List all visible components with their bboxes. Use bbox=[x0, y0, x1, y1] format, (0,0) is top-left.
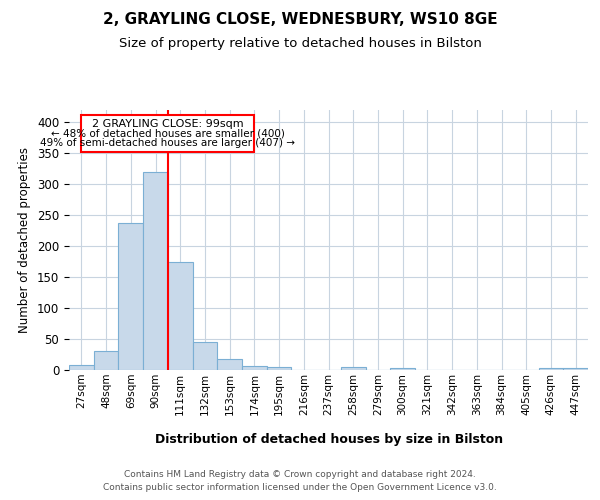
Bar bbox=[267, 367, 292, 370]
Bar bbox=[69, 365, 94, 370]
Text: Contains HM Land Registry data © Crown copyright and database right 2024.: Contains HM Land Registry data © Crown c… bbox=[124, 470, 476, 479]
Text: 2 GRAYLING CLOSE: 99sqm: 2 GRAYLING CLOSE: 99sqm bbox=[92, 118, 244, 128]
Bar bbox=[118, 224, 143, 370]
Bar bbox=[539, 368, 563, 370]
Bar bbox=[341, 367, 365, 370]
Y-axis label: Number of detached properties: Number of detached properties bbox=[19, 147, 31, 333]
Bar bbox=[217, 360, 242, 370]
Text: 2, GRAYLING CLOSE, WEDNESBURY, WS10 8GE: 2, GRAYLING CLOSE, WEDNESBURY, WS10 8GE bbox=[103, 12, 497, 28]
Bar bbox=[193, 342, 217, 370]
Bar bbox=[242, 366, 267, 370]
Bar bbox=[390, 368, 415, 370]
Text: 49% of semi-detached houses are larger (407) →: 49% of semi-detached houses are larger (… bbox=[40, 138, 295, 148]
Bar bbox=[168, 262, 193, 370]
Text: ← 48% of detached houses are smaller (400): ← 48% of detached houses are smaller (40… bbox=[51, 128, 285, 138]
Bar bbox=[563, 368, 588, 370]
Text: Size of property relative to detached houses in Bilston: Size of property relative to detached ho… bbox=[119, 38, 481, 51]
Bar bbox=[143, 172, 168, 370]
FancyBboxPatch shape bbox=[82, 115, 254, 152]
Text: Distribution of detached houses by size in Bilston: Distribution of detached houses by size … bbox=[155, 432, 503, 446]
Text: Contains public sector information licensed under the Open Government Licence v3: Contains public sector information licen… bbox=[103, 482, 497, 492]
Bar bbox=[94, 351, 118, 370]
